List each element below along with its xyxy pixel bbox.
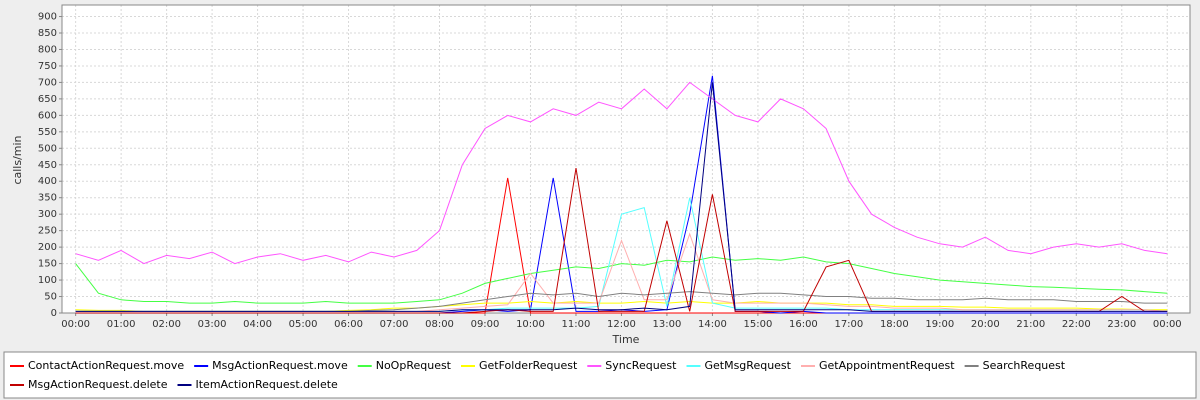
x-tick-label: 13:00 (653, 319, 682, 330)
legend-label: ContactActionRequest.move (28, 359, 184, 372)
legend-label: MsgActionRequest.delete (28, 378, 168, 391)
y-axis-label: calls/min (11, 135, 24, 184)
y-tick-label: 600 (38, 110, 57, 121)
x-tick-label: 04:00 (243, 319, 272, 330)
y-tick-label: 0 (51, 308, 57, 319)
y-tick-label: 200 (38, 242, 57, 253)
legend-label: SearchRequest (983, 359, 1066, 372)
y-tick-label: 100 (38, 275, 57, 286)
x-tick-label: 21:00 (1016, 319, 1045, 330)
x-tick-label: 19:00 (925, 319, 954, 330)
x-tick-label: 12:00 (607, 319, 636, 330)
x-tick-label: 16:00 (789, 319, 818, 330)
y-tick-label: 800 (38, 44, 57, 55)
x-tick-label: 23:00 (1107, 319, 1136, 330)
x-tick-label: 14:00 (698, 319, 727, 330)
legend-label: ItemActionRequest.delete (196, 378, 339, 391)
y-tick-label: 900 (38, 12, 57, 23)
x-tick-label: 05:00 (289, 319, 318, 330)
y-tick-label: 300 (38, 209, 57, 220)
y-tick-label: 650 (38, 94, 57, 105)
x-tick-label: 06:00 (334, 319, 363, 330)
legend-label: GetMsgRequest (704, 359, 791, 372)
series-line (75, 82, 1168, 312)
legend-label: GetAppointmentRequest (819, 359, 955, 372)
x-tick-label: 08:00 (425, 319, 454, 330)
legend-label: MsgActionRequest.move (212, 359, 348, 372)
x-tick-label: 20:00 (971, 319, 1000, 330)
x-tick-label: 00:00 (1153, 319, 1182, 330)
y-tick-label: 50 (44, 292, 57, 303)
series-line (75, 256, 1168, 304)
y-tick-label: 350 (38, 193, 57, 204)
x-tick-label: 09:00 (471, 319, 500, 330)
legend-label: SyncRequest (605, 359, 677, 372)
x-tick-label: 22:00 (1062, 319, 1091, 330)
legend-label: GetFolderRequest (479, 359, 578, 372)
x-tick-label: 15:00 (743, 319, 772, 330)
series-line (75, 81, 1168, 265)
y-tick-label: 550 (38, 127, 57, 138)
y-tick-label: 150 (38, 259, 57, 270)
legend-label: NoOpRequest (376, 359, 452, 372)
x-axis-label: Time (612, 333, 640, 346)
x-tick-label: 18:00 (880, 319, 909, 330)
y-tick-label: 500 (38, 143, 57, 154)
y-tick-label: 400 (38, 176, 57, 187)
x-tick-label: 10:00 (516, 319, 545, 330)
y-tick-label: 450 (38, 160, 57, 171)
x-tick-label: 07:00 (380, 319, 409, 330)
x-tick-label: 00:00 (61, 319, 90, 330)
x-tick-label: 11:00 (562, 319, 591, 330)
x-tick-label: 01:00 (107, 319, 136, 330)
x-tick-label: 03:00 (198, 319, 227, 330)
y-tick-label: 750 (38, 61, 57, 72)
y-tick-label: 700 (38, 77, 57, 88)
x-tick-label: 02:00 (152, 319, 181, 330)
legend-box (3, 351, 1197, 399)
legend: ContactActionRequest.move MsgActionReques… (10, 359, 1066, 391)
y-tick-label: 850 (38, 28, 57, 39)
x-tick-label: 17:00 (834, 319, 863, 330)
plot-area (62, 5, 1190, 313)
y-tick-label: 250 (38, 226, 57, 237)
